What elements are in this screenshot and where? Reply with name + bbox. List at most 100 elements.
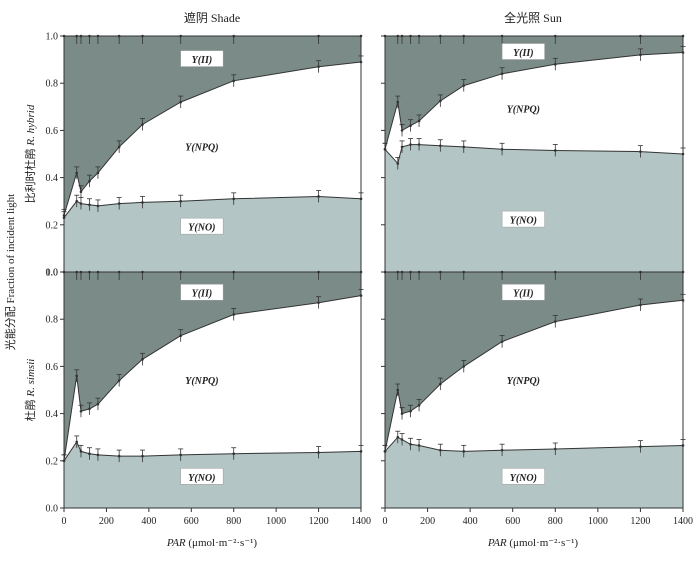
area-ynpq — [385, 300, 683, 452]
region-label-box — [180, 283, 224, 301]
y-tick-label: 0.6 — [46, 362, 59, 373]
area-yii — [64, 36, 361, 216]
region-label-box — [501, 283, 545, 301]
data-point — [117, 202, 121, 205]
region-label-box — [180, 468, 224, 485]
data-point — [500, 340, 504, 343]
data-point — [553, 447, 557, 451]
region-label: Y(NPQ) — [185, 142, 218, 153]
data-point — [639, 303, 642, 307]
data-point — [232, 313, 236, 316]
data-point — [141, 201, 144, 204]
x-tick-label: 400 — [463, 516, 478, 527]
data-point — [232, 197, 236, 201]
data-point — [400, 438, 404, 441]
data-point — [317, 195, 320, 198]
data-point — [88, 452, 91, 456]
panel-4: 0 200 400 600 800 1000 1200 1400 Y(II) Y(NPQ) Y(NO… — [381, 270, 693, 527]
data-point — [88, 179, 91, 183]
region-label: Y(NO) — [510, 216, 537, 227]
data-point — [462, 145, 466, 149]
data-point — [117, 454, 121, 458]
data-point — [79, 202, 83, 205]
data-point — [439, 144, 442, 148]
y-tick-label: 0.2 — [46, 220, 59, 231]
x-axis-label-left-unit: (μmol·m⁻²·s⁻¹) — [188, 537, 257, 549]
region-label: Y(NPQ) — [507, 105, 540, 116]
data-point — [500, 72, 504, 76]
data-point — [232, 79, 236, 83]
region-label: Y(NPQ) — [507, 376, 540, 387]
y-tick-label: 1.0 — [46, 32, 59, 43]
data-point — [400, 129, 404, 132]
data-point — [317, 65, 320, 68]
data-point — [639, 445, 642, 448]
x-tick-label: 600 — [505, 516, 520, 527]
x-tick-label: 1000 — [266, 516, 286, 527]
y-tick-label: 0.4 — [46, 409, 59, 420]
y-tick-label: 0.8 — [46, 315, 59, 326]
data-point — [553, 63, 557, 66]
area-yii — [385, 272, 683, 452]
col-title-shade: 遮阴 Shade — [184, 10, 240, 25]
x-tick-label: 800 — [548, 516, 563, 527]
region-label: Y(NO) — [510, 473, 537, 484]
data-point — [79, 190, 83, 194]
y-tick-label: 0.4 — [46, 173, 59, 184]
data-point — [462, 450, 466, 453]
data-point — [75, 171, 79, 175]
x-tick-label: 1400 — [351, 516, 371, 527]
area-yii — [64, 272, 361, 461]
data-point — [96, 402, 100, 406]
y-tick-label: 0.6 — [46, 126, 59, 137]
data-point — [232, 452, 236, 456]
area-ynpq — [64, 295, 361, 461]
data-point — [88, 407, 91, 411]
data-point — [417, 143, 421, 146]
data-point — [179, 100, 182, 104]
data-point — [96, 453, 100, 457]
y-tick-label: 0.8 — [46, 79, 59, 90]
data-point — [79, 409, 83, 413]
data-point — [396, 162, 400, 165]
x-axis-label-right-unit: (μmol·m⁻²·s⁻¹) — [509, 537, 578, 549]
data-point — [317, 451, 320, 454]
row-label-simsii-cn: 杜鹃 — [23, 399, 37, 421]
data-point — [79, 450, 83, 453]
region-label-box — [501, 210, 545, 228]
x-axis-label-left: PAR (μmol·m⁻²·s⁻¹) — [166, 537, 258, 549]
area-ynpq — [64, 62, 361, 218]
region-label: Y(II) — [513, 48, 534, 59]
data-point — [400, 412, 404, 415]
x-tick-label: 200 — [420, 516, 435, 527]
y-tick-label: 0.0 — [46, 504, 59, 515]
data-point — [396, 100, 400, 104]
data-point — [409, 143, 412, 146]
x-axis-label-right-var: PAR — [487, 537, 507, 549]
x-tick-label: 1200 — [630, 516, 650, 527]
data-point — [417, 404, 421, 407]
x-tick-label: 1200 — [309, 516, 329, 527]
data-point — [500, 147, 504, 151]
col-title-sun: 全光照 Sun — [504, 10, 562, 25]
row-label-hybrid: 比利时杜鹃 R. hybrid — [23, 104, 37, 203]
panel-2: Y(II) Y(NPQ) Y(NO) — [381, 34, 686, 276]
row-label-simsii: 杜鹃 R. simsii — [23, 359, 37, 422]
data-point — [500, 448, 504, 452]
region-label-box — [501, 468, 545, 485]
data-point — [400, 145, 404, 149]
x-tick-label: 1400 — [673, 516, 693, 527]
region-label: Y(NPQ) — [185, 376, 218, 387]
region-label-box — [180, 50, 224, 67]
data-point — [462, 365, 466, 368]
data-point — [141, 454, 144, 458]
data-point — [639, 150, 642, 153]
data-point — [396, 388, 400, 392]
data-point — [439, 99, 442, 103]
y-tick-label: 0.2 — [46, 456, 59, 467]
data-point — [117, 145, 121, 149]
data-point — [409, 409, 412, 413]
panel-1: 0.0 0.2 0.4 0.6 0.8 1.0 Y(II) Y(NPQ) Y(NO) — [46, 32, 364, 279]
